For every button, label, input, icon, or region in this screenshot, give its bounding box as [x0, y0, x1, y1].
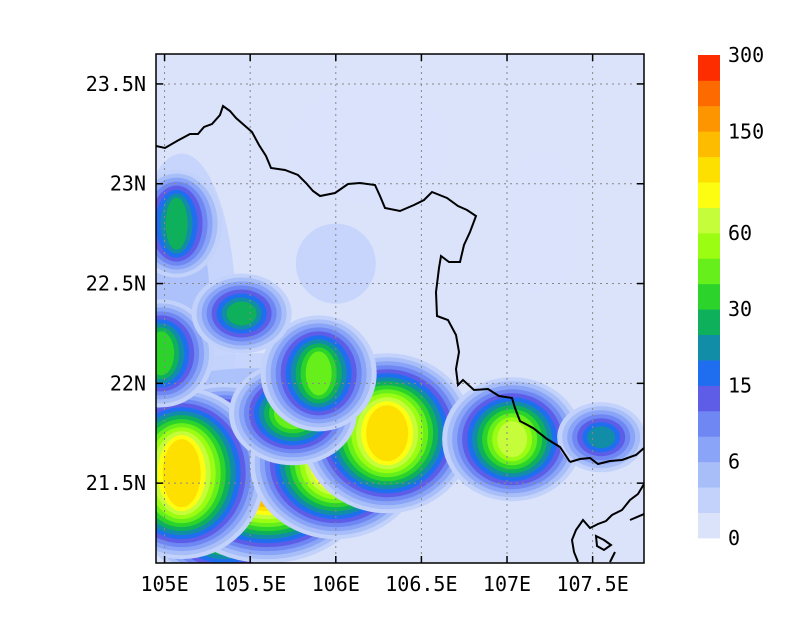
colorbar-swatch — [698, 258, 720, 285]
grid-lines — [156, 54, 644, 563]
colorbar: 0 6 15 30 60 150 300 — [698, 43, 764, 550]
colorbar-label: 6 — [728, 450, 740, 474]
field-envelope — [501, 153, 582, 294]
y-axis: 21.5N 22N 22.5N 23N 23.5N — [86, 72, 644, 495]
coastline-south — [609, 551, 616, 563]
x-tick-label: 106E — [312, 572, 360, 596]
field-contour-level — [162, 439, 201, 508]
coastline-east — [570, 483, 644, 563]
colorbar-label: 300 — [728, 43, 764, 67]
colorbar-swatch — [698, 156, 720, 183]
field-contour-level — [587, 426, 616, 449]
y-tick-label: 22.5N — [86, 272, 146, 296]
y-tick-label: 22N — [110, 371, 146, 395]
colorbar-swatch — [698, 410, 720, 437]
precipitation-field — [156, 54, 644, 563]
colorbar-swatch — [698, 105, 720, 132]
colorbar-swatch — [698, 309, 720, 336]
colorbar-label: 150 — [728, 119, 764, 143]
field-contour-level — [366, 405, 409, 462]
island-outline — [594, 534, 613, 552]
y-tick-label: 21.5N — [86, 471, 146, 495]
field-envelope — [290, 83, 451, 204]
plot-frame — [155, 53, 645, 564]
x-tick-label: 107.5E — [557, 572, 629, 596]
x-tick-label: 107E — [483, 572, 531, 596]
coastline — [569, 447, 644, 466]
x-axis: 105E 105.5E 106E 106.5E 107E 107.5E — [140, 54, 629, 596]
colorbar-swatch — [698, 461, 720, 488]
colorbar-swatch — [698, 334, 720, 361]
colorbar-swatch — [698, 182, 720, 208]
colorbar-swatch — [698, 55, 720, 81]
coastline-borders — [156, 104, 644, 563]
colorbar-swatch — [698, 436, 720, 463]
colorbar-swatch — [698, 207, 720, 234]
colorbar-label: 15 — [728, 373, 752, 397]
colorbar-swatch — [698, 80, 720, 107]
y-tick-label: 23N — [110, 172, 146, 196]
colorbar-swatch — [698, 487, 720, 513]
colorbar-swatch — [698, 283, 720, 310]
coastline-tip — [629, 513, 644, 521]
colorbar-swatch — [698, 512, 720, 539]
x-tick-label: 105E — [140, 572, 188, 596]
colorbar-label: 60 — [728, 221, 752, 245]
colorbar-swatch — [698, 360, 720, 386]
colorbar-swatch — [698, 385, 720, 412]
colorbar-label: 0 — [728, 526, 740, 550]
country-border — [156, 104, 571, 463]
x-tick-label: 106.5E — [385, 572, 457, 596]
colorbar-swatch — [698, 131, 720, 158]
field-contour-level — [226, 301, 257, 326]
field-contour-level — [165, 197, 188, 250]
colorbar-swatch — [698, 232, 720, 259]
field-contour-level — [497, 421, 528, 458]
field-contour-level — [305, 351, 332, 396]
colorbar-label: 30 — [728, 297, 752, 321]
x-tick-label: 105.5E — [214, 572, 286, 596]
field-contour-level — [156, 331, 175, 376]
y-tick-label: 23.5N — [86, 72, 146, 96]
